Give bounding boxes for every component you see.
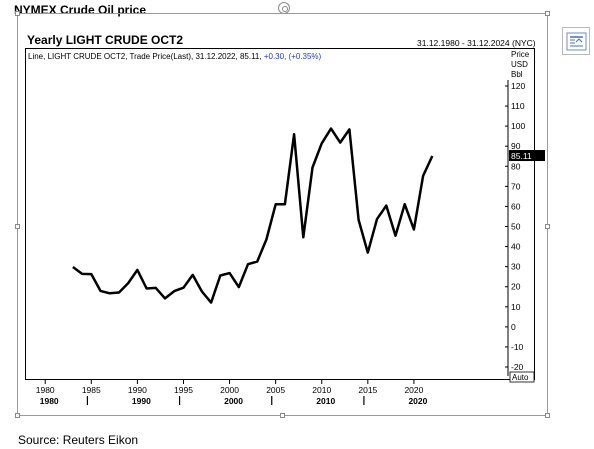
y-axis-unit-label: USD — [511, 60, 528, 69]
auto-scale-label: Auto — [512, 373, 529, 382]
y-tick-label: -10 — [511, 342, 524, 352]
price-line — [72, 127, 434, 304]
resize-handle-middle-left[interactable] — [15, 224, 20, 229]
x-tick-label: 1990 — [128, 385, 147, 395]
resize-handle-bottom-right[interactable] — [545, 413, 550, 418]
resize-handle-middle-right[interactable] — [545, 224, 550, 229]
last-value-label: 85.11 — [511, 151, 532, 161]
y-tick-label: 50 — [511, 222, 521, 232]
decade-label: 2000 — [224, 396, 243, 406]
chart-title: Yearly LIGHT CRUDE OCT2 — [27, 33, 184, 47]
decade-label: 1990 — [132, 396, 151, 406]
y-tick-label: 40 — [511, 242, 521, 252]
series-legend-change: +0.30, (+0.35%) — [263, 52, 322, 61]
y-tick-label: 20 — [511, 282, 521, 292]
plot-area — [25, 48, 535, 380]
y-axis-unit-label: Bbl — [511, 70, 523, 79]
decade-label: 2020 — [408, 396, 427, 406]
auto-scale-box — [509, 371, 535, 383]
y-tick-label: 80 — [511, 161, 521, 171]
y-tick-label: 60 — [511, 201, 521, 211]
decade-label: 1980 — [40, 396, 59, 406]
y-tick-label: 120 — [511, 81, 525, 91]
layout-options-icon — [566, 32, 587, 51]
decade-label: 2010 — [316, 396, 335, 406]
x-tick-label: 2020 — [404, 385, 423, 395]
y-tick-label: -20 — [511, 362, 524, 372]
y-tick-label: 0 — [511, 322, 516, 332]
x-tick-label: 2015 — [358, 385, 377, 395]
layout-options-button[interactable] — [562, 27, 590, 55]
resize-handle-top-right[interactable] — [545, 11, 550, 16]
x-tick-label: 2005 — [266, 385, 285, 395]
x-tick-label: 1995 — [174, 385, 193, 395]
x-tick-label: 1980 — [36, 385, 55, 395]
y-tick-label: 90 — [511, 141, 521, 151]
y-tick-label: 10 — [511, 302, 521, 312]
y-axis-unit-label: Price — [511, 50, 530, 59]
last-value-tag — [509, 150, 545, 162]
resize-handle-bottom-left[interactable] — [15, 413, 20, 418]
y-tick-label: 70 — [511, 181, 521, 191]
x-tick-label: 2000 — [220, 385, 239, 395]
date-range: 31.12.1980 - 31.12.2024 (NYC) — [417, 38, 536, 48]
resize-handle-bottom-middle[interactable] — [280, 413, 285, 418]
x-tick-label: 2010 — [312, 385, 331, 395]
y-tick-label: 100 — [511, 121, 525, 131]
y-tick-label: 30 — [511, 262, 521, 272]
y-tick-label: 110 — [511, 101, 525, 111]
series-legend: Line, LIGHT CRUDE OCT2, Trade Price(Last… — [28, 52, 321, 61]
series-legend-text: Line, LIGHT CRUDE OCT2, Trade Price(Last… — [28, 52, 262, 61]
resize-handle-top-left[interactable] — [15, 11, 20, 16]
x-tick-label: 1985 — [82, 385, 101, 395]
source-note: Source: Reuters Eikon — [18, 433, 139, 447]
